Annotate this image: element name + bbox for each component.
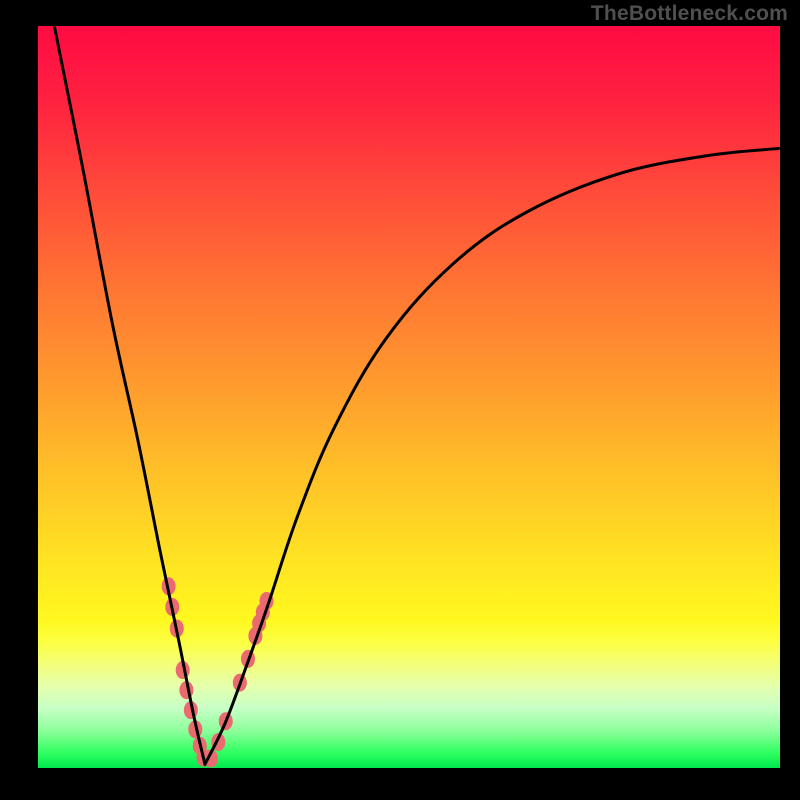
watermark-text: TheBottleneck.com: [591, 2, 788, 26]
bottleneck-chart: [0, 0, 800, 800]
chart-stage: TheBottleneck.com: [0, 0, 800, 800]
plot-background: [38, 26, 780, 768]
